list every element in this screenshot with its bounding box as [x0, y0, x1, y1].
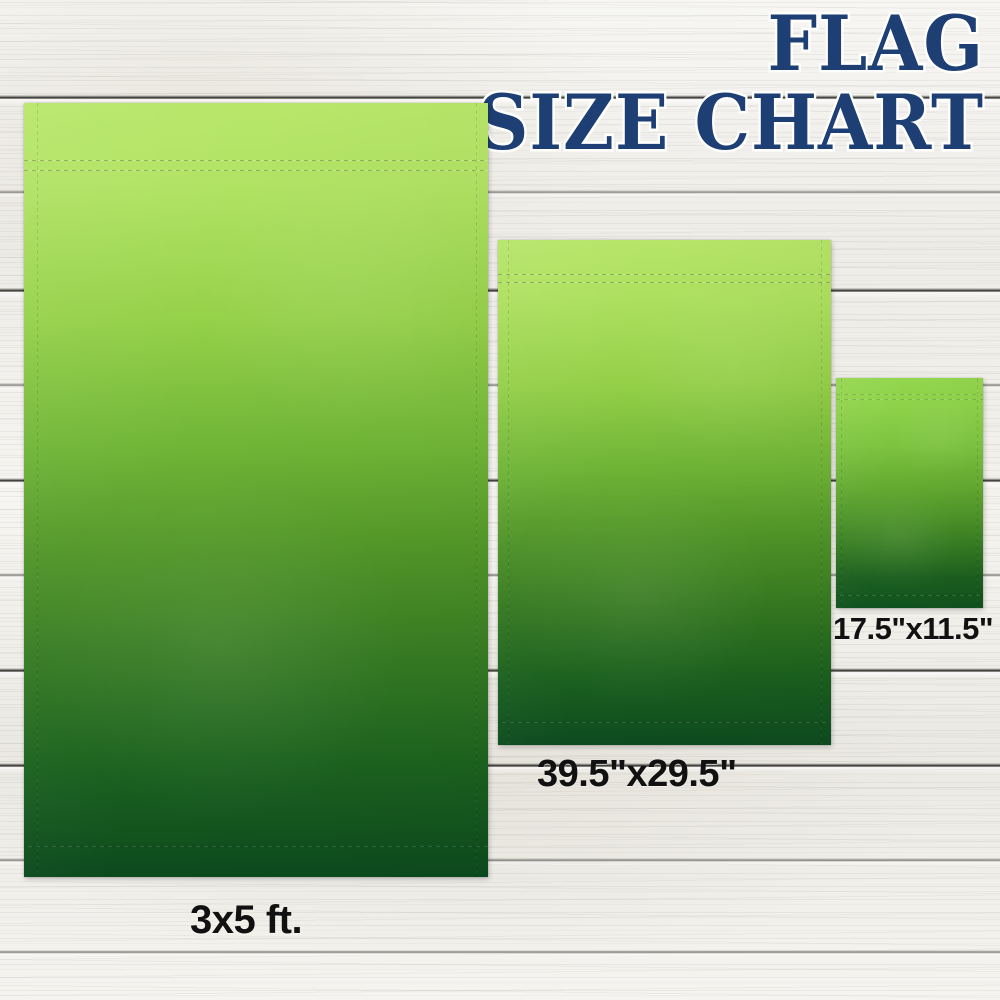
flag-large-hem-stitch-right	[476, 103, 477, 877]
plank-seam	[0, 190, 1000, 200]
flag-medium-hem-stitch-right	[821, 240, 822, 745]
flag-medium	[498, 240, 831, 745]
flag-medium-face	[498, 240, 831, 745]
plank-seam	[0, 763, 1000, 773]
plank-seam	[0, 95, 1000, 105]
flag-small-face	[836, 378, 983, 608]
flag-small-sleeve-stitch-top	[836, 394, 983, 395]
flag-small	[836, 378, 983, 608]
chart-title: FLAG SIZE CHART	[434, 0, 986, 167]
flag-large	[24, 103, 488, 877]
flag-medium-sleeve-stitch-top	[498, 274, 831, 275]
plank-seam	[0, 950, 1000, 960]
flag-medium-bottom-hem-stitch	[498, 722, 831, 723]
flag-large-sleeve-stitch-bottom	[24, 170, 488, 171]
flag-small-hem-stitch-right	[977, 378, 978, 608]
flag-small-bottom-hem-stitch	[836, 595, 983, 596]
flag-medium-hem-stitch-left	[508, 240, 509, 745]
size-label-small: 17.5"x11.5"	[833, 611, 994, 646]
title-line-size-chart: SIZE CHART	[476, 77, 986, 167]
title-line-flag: FLAG	[765, 0, 985, 88]
flag-large-face	[24, 103, 488, 877]
flag-large-sleeve-stitch-top	[24, 160, 488, 161]
size-label-medium: 39.5"x29.5"	[537, 753, 737, 795]
flag-large-hem-stitch-left	[37, 103, 38, 877]
flag-large-bottom-hem-stitch	[24, 846, 488, 847]
flag-medium-sleeve-stitch-bottom	[498, 282, 831, 283]
flag-small-sleeve-stitch-bottom	[836, 399, 983, 400]
flag-small-hem-stitch-left	[841, 378, 842, 608]
size-label-large: 3x5 ft.	[190, 898, 303, 942]
plank-seam	[0, 858, 1000, 868]
